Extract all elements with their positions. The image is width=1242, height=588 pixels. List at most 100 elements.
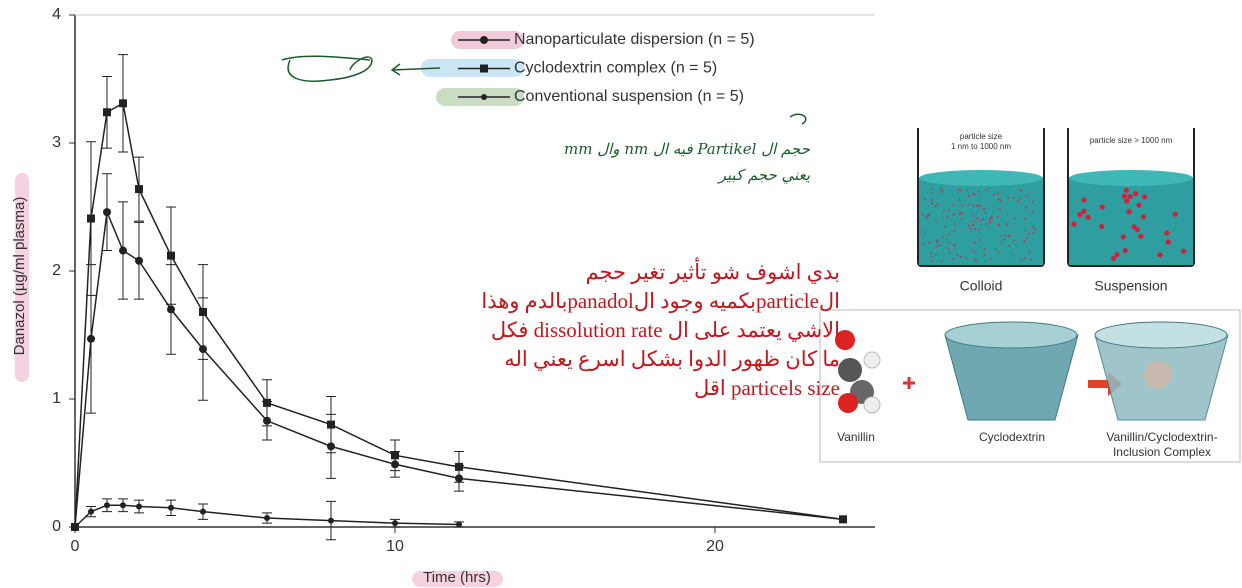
particle (997, 193, 999, 195)
particle (979, 204, 981, 206)
particle (1013, 197, 1015, 199)
particle (935, 220, 937, 222)
particle (1020, 189, 1022, 191)
marker (392, 520, 398, 526)
particle (942, 236, 944, 238)
particle (984, 254, 986, 256)
x-tick-label: 20 (706, 538, 724, 555)
particle (959, 214, 961, 216)
particle (968, 225, 970, 227)
marker (135, 257, 143, 265)
diagram-label: Vanillin/Cyclodextrin- (1106, 430, 1217, 444)
particle (1030, 259, 1032, 261)
particle (972, 215, 974, 217)
sketch (790, 114, 806, 124)
x-axis-title: Time (hrs) (423, 569, 491, 586)
particle (972, 249, 974, 251)
particle (939, 244, 941, 246)
particle (1077, 212, 1082, 217)
diagram-label: Inclusion Complex (1113, 445, 1211, 459)
particle (974, 252, 976, 254)
particle (957, 254, 959, 256)
particle (925, 216, 927, 218)
particle (953, 213, 955, 215)
particle (927, 214, 929, 216)
particle (952, 244, 954, 246)
particle (1126, 209, 1131, 214)
marker (391, 451, 399, 459)
particle (1123, 248, 1128, 253)
legend-label: Nanoparticulate dispersion (n = 5) (514, 31, 755, 48)
diagram-label: Vanillin (837, 430, 875, 444)
marker (199, 308, 207, 316)
liquid-surface (919, 170, 1043, 186)
page: Danazol (µg/ml plasma) Time (hrs) partic… (0, 0, 1242, 588)
particle (1013, 239, 1015, 241)
y-axis-title: Danazol (µg/ml plasma) (11, 197, 28, 356)
atom (864, 352, 880, 368)
comment-line: ما كان ظهور الدوا بشكل اسرع يعني اله (481, 345, 840, 374)
particle (1026, 237, 1028, 239)
y-tick-label: 3 (52, 134, 61, 151)
marker (456, 521, 462, 527)
particle (1004, 234, 1006, 236)
legend-marker (481, 94, 487, 100)
particle (982, 218, 984, 220)
particle (1033, 232, 1035, 234)
particle (954, 223, 956, 225)
particle (959, 189, 961, 191)
particle (985, 189, 987, 191)
particle (1014, 218, 1016, 220)
particle (948, 249, 950, 251)
atom (1144, 361, 1172, 389)
particle (993, 193, 995, 195)
particle (1071, 222, 1076, 227)
cavity (945, 322, 1077, 348)
particle (1157, 252, 1162, 257)
particle (941, 190, 943, 192)
particle (953, 230, 955, 232)
comment-line: الاشي يعتمد على ال dissolution rate فكل (481, 316, 840, 345)
particle (931, 189, 933, 191)
particle (972, 224, 974, 226)
particle (1007, 197, 1009, 199)
inclusion-diagram: Vanillin Cyclodextrin Vanillin/Cyclodext… (820, 310, 1240, 462)
particle (986, 223, 988, 225)
marker (264, 515, 270, 521)
particle (989, 258, 991, 260)
particle (931, 192, 933, 194)
particle (989, 220, 991, 222)
marker (328, 518, 334, 524)
particle (924, 199, 926, 201)
diagram-label: Cyclodextrin (979, 430, 1045, 444)
particle (952, 205, 954, 207)
particle (925, 232, 927, 234)
particle (944, 226, 946, 228)
particle (962, 213, 964, 215)
particle (1012, 255, 1014, 257)
particle (948, 242, 950, 244)
marker (167, 252, 175, 260)
particle (983, 208, 985, 210)
particle (937, 204, 939, 206)
particle (1100, 204, 1105, 209)
marker (839, 515, 847, 523)
legend-label: Cyclodextrin complex (n = 5) (514, 60, 717, 77)
particle (934, 205, 936, 207)
particle (972, 193, 974, 195)
particle (1111, 256, 1116, 261)
marker (119, 99, 127, 107)
particle (973, 242, 975, 244)
particle (1024, 218, 1026, 220)
particle (1164, 230, 1169, 235)
marker (168, 505, 174, 511)
particle (1028, 233, 1030, 235)
particle (1008, 234, 1010, 236)
particle (977, 206, 979, 208)
particle (930, 256, 932, 258)
x-tick-label: 0 (71, 538, 80, 555)
marker (87, 215, 95, 223)
particle (958, 189, 960, 191)
particle (1127, 194, 1132, 199)
particle (1138, 234, 1143, 239)
